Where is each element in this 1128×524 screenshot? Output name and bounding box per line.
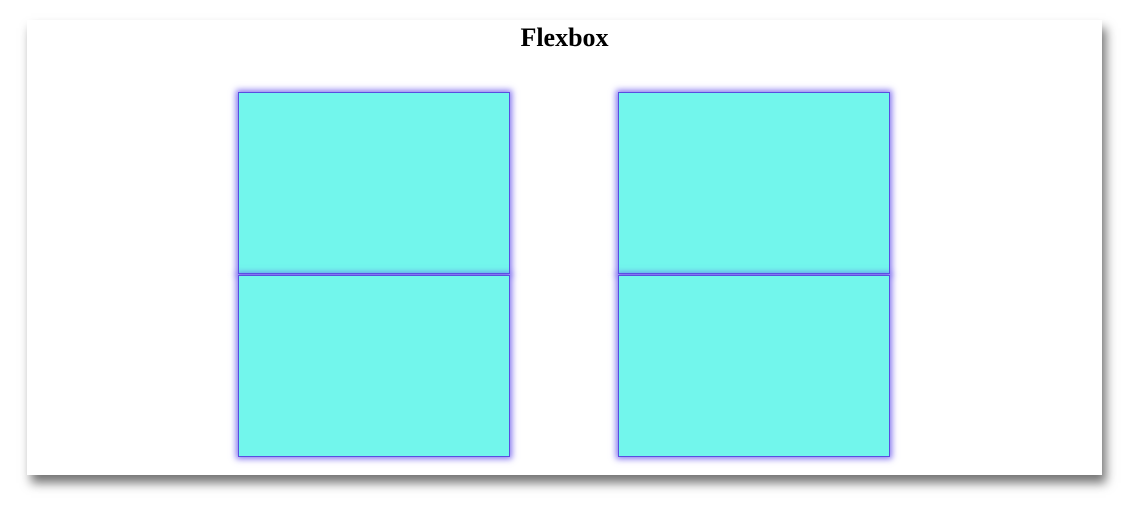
flex-item-box: [238, 275, 510, 457]
flex-column-left: [238, 92, 510, 458]
flex-column-right: [618, 92, 890, 458]
flex-item-box: [238, 92, 510, 274]
flex-item-box: [618, 275, 890, 457]
flex-item-box: [618, 92, 890, 274]
page-title: Flexbox: [520, 23, 609, 52]
page-frame: Flexbox: [27, 20, 1102, 475]
